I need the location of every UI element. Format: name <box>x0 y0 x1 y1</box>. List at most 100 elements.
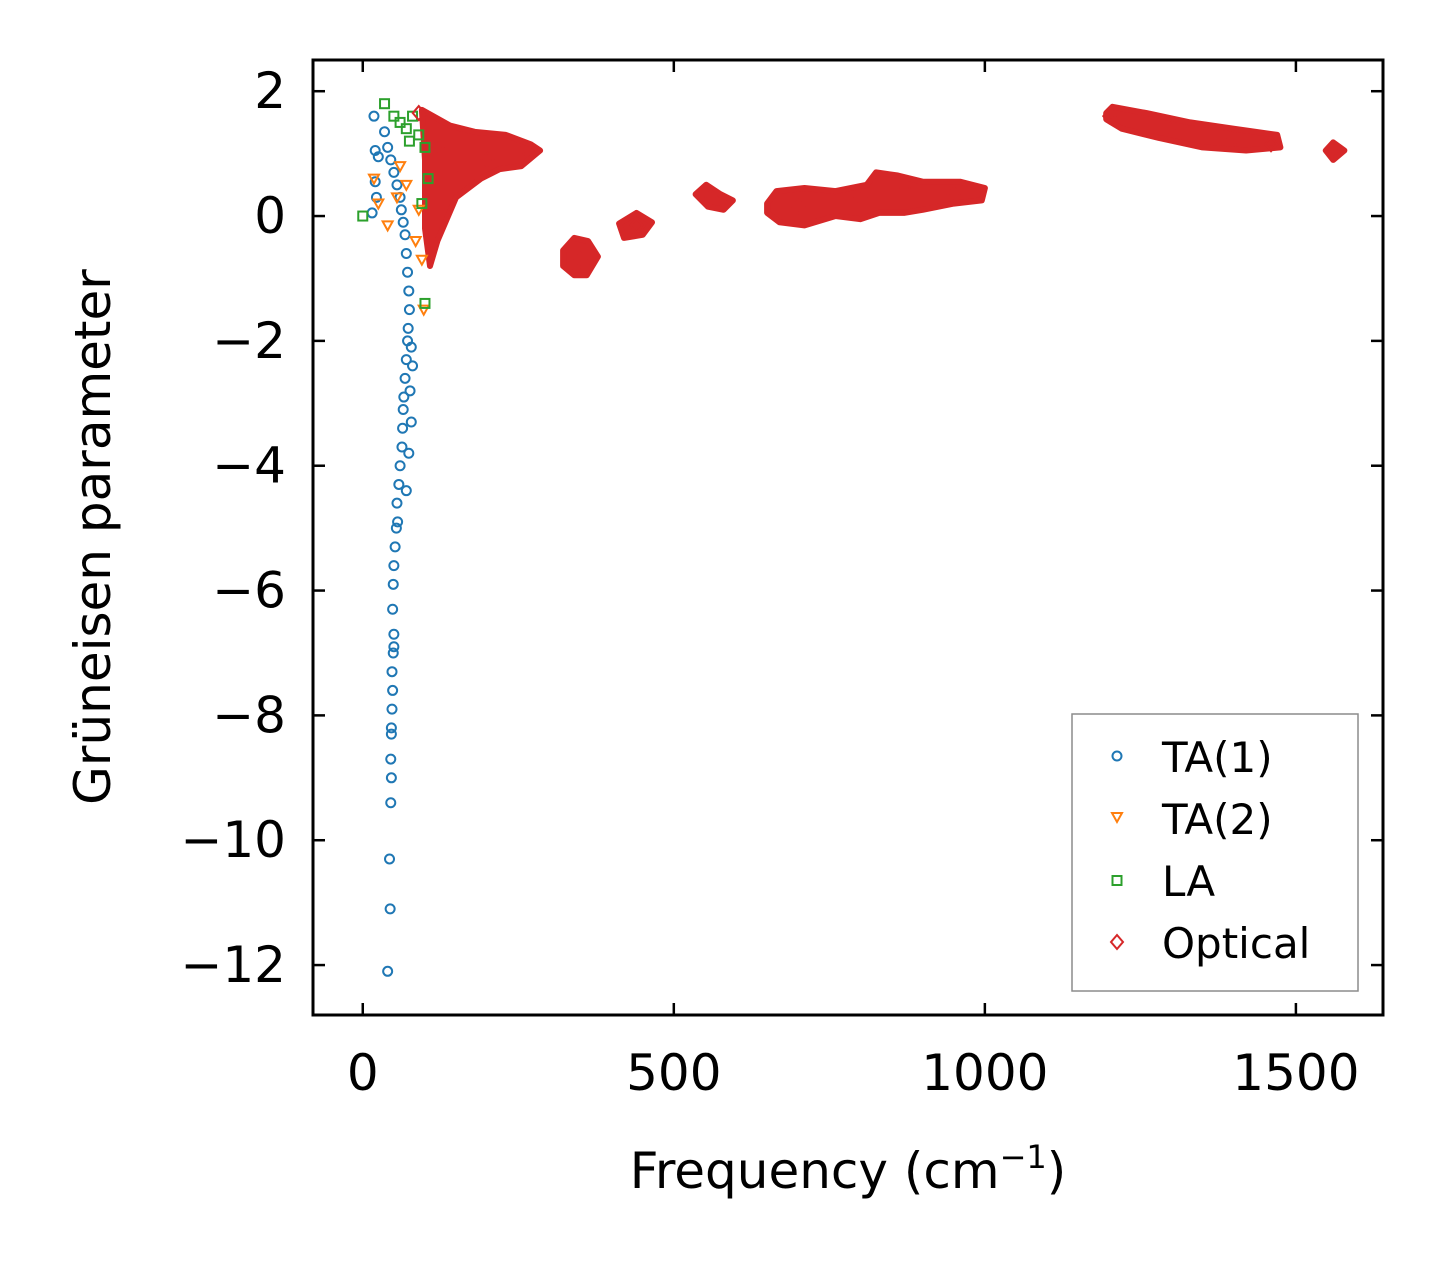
optical-point-15 <box>1263 135 1279 153</box>
ta1-point-23 <box>398 391 410 403</box>
ta2-point-9 <box>393 161 407 174</box>
la-point-11 <box>403 135 415 147</box>
optical-point-2 <box>448 170 464 188</box>
ta1-point-55 <box>400 485 412 497</box>
ta1-point-45 <box>385 772 397 784</box>
optical-point-3 <box>479 151 495 169</box>
legend-label-ta2: TA(2) <box>1161 795 1273 844</box>
y-tick-label: −8 <box>212 686 286 744</box>
ta1-point-50 <box>405 416 417 428</box>
la-point-2 <box>388 110 400 122</box>
ta1-point-42 <box>385 722 397 734</box>
optical-point-12 <box>1101 107 1117 125</box>
optical-point-10 <box>896 179 912 197</box>
legend-entry-la: LA <box>1111 857 1215 906</box>
la-point-0 <box>357 210 369 222</box>
ta1-point-8 <box>385 154 397 166</box>
ta1-point-29 <box>391 497 403 509</box>
optical-point-4 <box>517 138 532 156</box>
ta1-point-51 <box>404 385 416 397</box>
optical-point-8 <box>790 198 806 216</box>
ta1-point-31 <box>390 522 402 534</box>
optical-point-14 <box>1226 129 1242 147</box>
ta1-point-30 <box>392 516 404 528</box>
ta1-point-33 <box>388 560 400 572</box>
ta1-point-2 <box>372 151 384 163</box>
la-point-9 <box>419 297 431 309</box>
ta1-point-54 <box>403 447 415 459</box>
optical-cluster-0 <box>418 106 544 269</box>
ta1-point-53 <box>405 341 417 353</box>
legend: TA(1) TA(2) LA Optical <box>1071 713 1359 992</box>
ta1-point-40 <box>387 684 399 696</box>
y-tick-label: −12 <box>180 936 286 994</box>
ta1-point-28 <box>393 478 405 490</box>
ta1-point-49 <box>382 965 394 977</box>
x-tick-label: 1500 <box>1232 1044 1359 1102</box>
optical-cluster-5 <box>1103 103 1284 154</box>
ta1-point-48 <box>384 903 396 915</box>
ta2-point-0 <box>367 173 381 186</box>
ta2-point-4 <box>399 179 414 192</box>
y-tick-label: 2 <box>254 62 286 120</box>
ta1-point-37 <box>388 641 400 653</box>
la-point-10 <box>416 198 428 210</box>
optical-cluster-3 <box>692 181 736 213</box>
optical-point-7 <box>703 188 719 206</box>
ta1-point-39 <box>386 666 398 678</box>
ta2-point-1 <box>371 198 386 211</box>
optical-point-5 <box>573 251 588 269</box>
ta1-point-15 <box>400 247 412 259</box>
ta1-point-14 <box>399 229 411 241</box>
plot-area-frame <box>311 58 1385 1017</box>
ta1-point-21 <box>400 354 412 366</box>
ta1-point-6 <box>379 126 391 138</box>
la-point-1 <box>379 98 391 110</box>
ta1-point-19 <box>402 322 414 334</box>
optical-cluster-2 <box>616 209 655 241</box>
ta1-point-24 <box>397 404 409 416</box>
x-tick-label: 0 <box>347 1044 379 1102</box>
ta1-point-18 <box>403 304 415 316</box>
la-point-8 <box>422 173 434 185</box>
ta1-point-4 <box>370 191 382 203</box>
ta1-point-43 <box>385 728 397 740</box>
ta1-point-26 <box>396 441 408 453</box>
ta1-point-0 <box>368 110 380 122</box>
optical-point-9 <box>853 188 868 206</box>
la-point-7 <box>419 141 431 153</box>
legend-entry-optical: Optical <box>1109 919 1310 968</box>
optical-cluster-1 <box>560 234 601 279</box>
x-axis-label: Frequency (cm−1) <box>630 1138 1067 1200</box>
optical-point-0 <box>411 104 427 122</box>
y-axis-label: Grüneisen parameter <box>64 269 122 805</box>
x-tick-label: 500 <box>626 1044 721 1102</box>
y-tick-label: −6 <box>212 562 286 620</box>
y-tick-label: −2 <box>212 312 286 370</box>
ta1-point-17 <box>403 285 415 297</box>
optical-cluster-4 <box>764 169 988 229</box>
ta1-point-13 <box>397 216 409 228</box>
ta1-point-12 <box>395 204 407 216</box>
ta1-point-47 <box>384 853 396 865</box>
data-points <box>357 98 1341 977</box>
ta1-point-52 <box>407 360 419 372</box>
ta1-point-34 <box>387 578 399 590</box>
y-tick-label: −4 <box>212 437 286 495</box>
ta2-point-6 <box>415 254 429 267</box>
ta1-point-25 <box>397 422 409 434</box>
legend-entry-ta1: TA(1) <box>1111 733 1273 782</box>
la-point-5 <box>407 110 419 122</box>
legend-label-la: LA <box>1162 857 1215 906</box>
x-axis-ticks: 0 500 1000 1500 <box>347 60 1360 1102</box>
ta1-point-22 <box>399 372 411 384</box>
legend-marker-ta2 <box>1110 812 1124 825</box>
ta2-point-5 <box>412 204 426 217</box>
ta1-point-16 <box>402 266 414 278</box>
ta1-point-32 <box>389 541 401 553</box>
ta1-point-44 <box>385 753 397 765</box>
y-tick-label: 0 <box>254 187 286 245</box>
x-tick-label: 1000 <box>921 1044 1048 1102</box>
y-tick-label: −10 <box>180 811 286 869</box>
